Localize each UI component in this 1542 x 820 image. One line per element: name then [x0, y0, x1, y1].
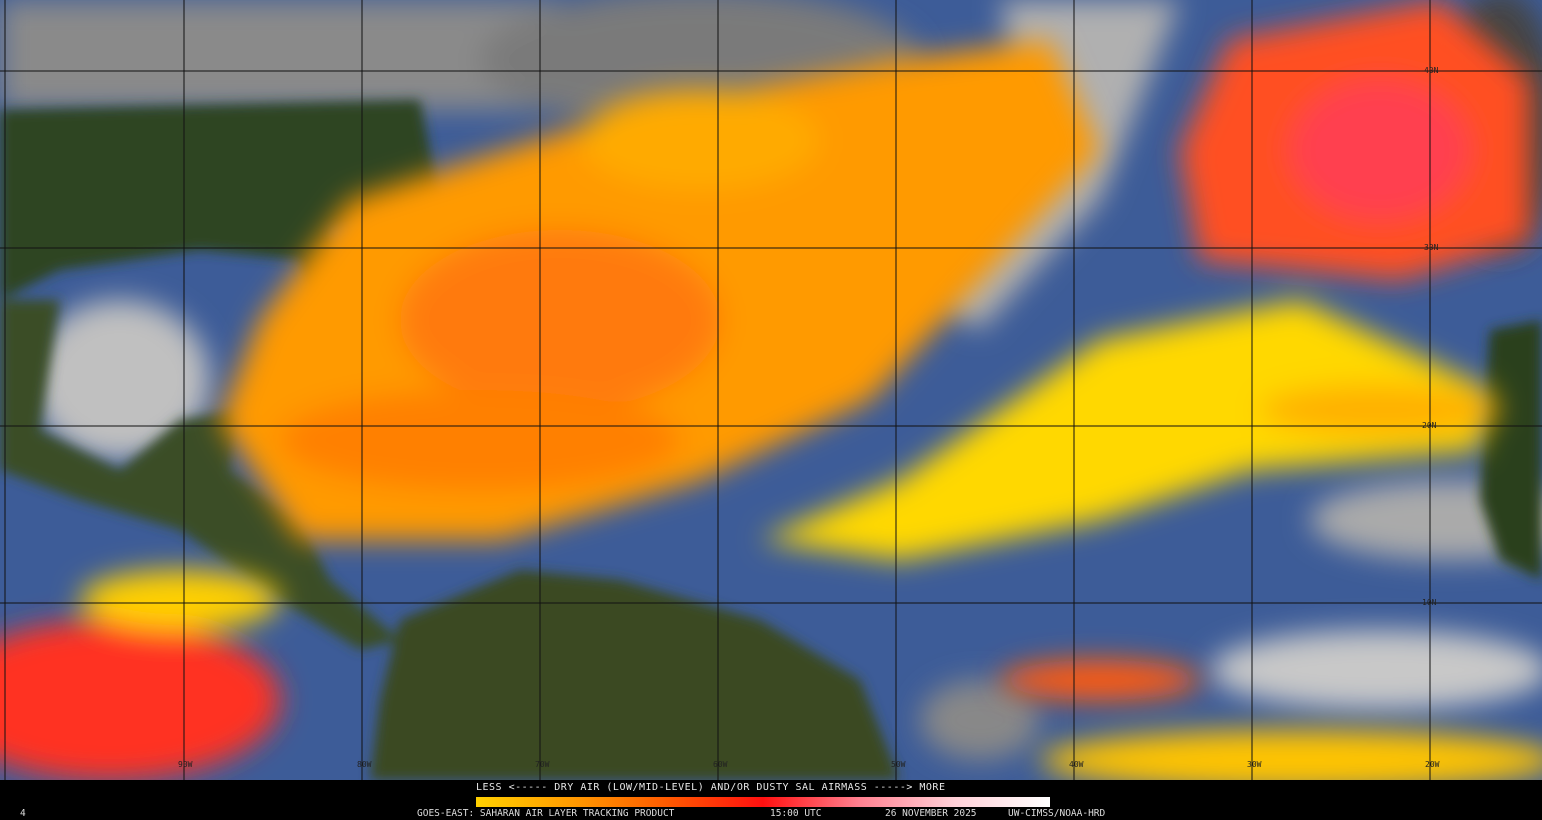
lon-label-20w: 20W — [1425, 760, 1440, 769]
sal-airmass — [0, 0, 1542, 780]
color-scale-bar — [476, 797, 1050, 807]
lon-label-60w: 60W — [713, 760, 728, 769]
lon-label-70w: 70W — [535, 760, 550, 769]
legend-title: LESS <----- DRY AIR (LOW/MID-LEVEL) AND/… — [476, 782, 946, 793]
lon-label-80w: 80W — [357, 760, 372, 769]
satellite-map: 40N 30N 20N 10N 90W 80W 70W 60W 50W 40W … — [0, 0, 1542, 780]
date-label: 26 NOVEMBER 2025 — [885, 808, 977, 819]
land-areas — [0, 100, 1542, 780]
lat-label-40n: 40N — [1424, 66, 1439, 75]
lon-label-40w: 40W — [1069, 760, 1084, 769]
lon-label-50w: 50W — [891, 760, 906, 769]
product-name: GOES-EAST: SAHARAN AIR LAYER TRACKING PR… — [417, 808, 675, 819]
lat-label-20n: 20N — [1422, 421, 1437, 430]
corner-mark: 4 — [20, 808, 26, 819]
credit-label: UW-CIMSS/NOAA-HRD — [1008, 808, 1106, 819]
imagery-layer — [0, 0, 1542, 780]
lat-label-30n: 30N — [1424, 243, 1439, 252]
time-label: 15:00 UTC — [770, 808, 822, 819]
footer: 4 GOES-EAST: SAHARAN AIR LAYER TRACKING … — [0, 808, 1542, 820]
graticule — [0, 0, 1542, 780]
lon-label-30w: 30W — [1247, 760, 1262, 769]
lon-label-90w: 90W — [178, 760, 193, 769]
lat-label-10n: 10N — [1422, 598, 1437, 607]
